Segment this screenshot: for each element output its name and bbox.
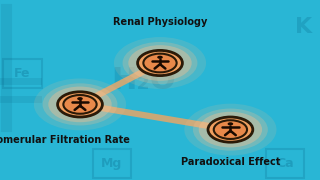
Circle shape xyxy=(184,104,276,156)
Circle shape xyxy=(208,117,253,142)
Circle shape xyxy=(214,120,247,139)
Text: K: K xyxy=(295,17,313,37)
Text: Fe: Fe xyxy=(14,67,31,80)
Text: Paradoxical Effect: Paradoxical Effect xyxy=(181,157,280,167)
Circle shape xyxy=(114,37,206,89)
Circle shape xyxy=(43,83,117,125)
Text: Glomerular Filtration Rate: Glomerular Filtration Rate xyxy=(0,135,130,145)
Circle shape xyxy=(63,95,97,114)
Circle shape xyxy=(199,112,262,147)
Circle shape xyxy=(193,109,268,151)
Text: Renal Physiology: Renal Physiology xyxy=(113,17,207,27)
Circle shape xyxy=(34,78,126,130)
Text: Ca: Ca xyxy=(276,157,294,170)
Circle shape xyxy=(48,87,112,122)
Circle shape xyxy=(228,122,233,125)
Circle shape xyxy=(58,92,102,117)
Circle shape xyxy=(157,56,163,59)
Text: Mg: Mg xyxy=(101,157,123,170)
Circle shape xyxy=(143,54,177,72)
Circle shape xyxy=(77,97,83,100)
Circle shape xyxy=(138,50,182,76)
Text: H₂O: H₂O xyxy=(112,66,176,96)
Circle shape xyxy=(123,42,197,84)
Circle shape xyxy=(128,45,192,81)
